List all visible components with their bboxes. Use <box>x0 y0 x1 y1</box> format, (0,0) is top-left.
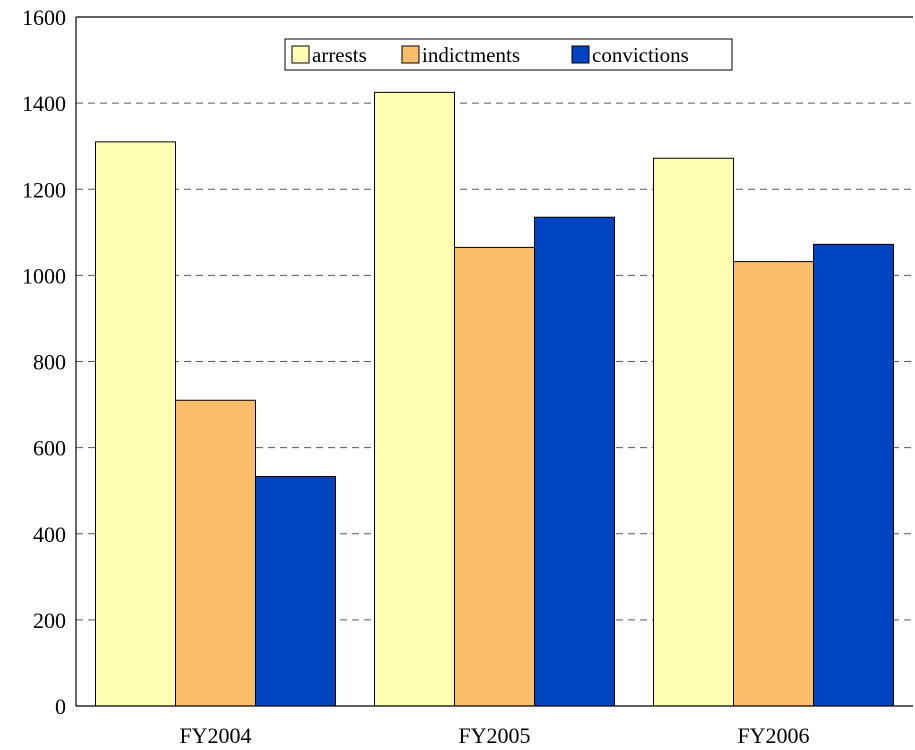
y-tick-labels: 0 200 400 600 800 1000 1200 1400 1600 <box>22 5 66 719</box>
legend-label-convictions: convictions <box>592 43 689 67</box>
x-category-label: FY2004 <box>179 723 251 748</box>
bar-arrests-FY2006 <box>653 157 734 707</box>
axes <box>75 16 913 707</box>
y-tick-label: 1200 <box>22 177 66 202</box>
y-tick-label: 200 <box>33 608 66 633</box>
legend-swatch-indictments <box>401 45 420 64</box>
legend-label-indictments: indictments <box>422 43 520 67</box>
y-tick-label: 1400 <box>22 91 66 116</box>
bar-arrests-FY2004 <box>95 141 176 707</box>
y-tick-label: 600 <box>33 436 66 461</box>
legend-swatch-convictions <box>571 45 590 64</box>
legend-label-arrests: arrests <box>312 43 367 67</box>
legend-swatch-arrests <box>291 45 310 64</box>
bar-convictions-FY2006 <box>813 243 894 707</box>
bar-convictions-FY2004 <box>255 475 336 707</box>
bar-indictments-FY2004 <box>175 399 256 707</box>
y-tick-label: 1000 <box>22 263 66 288</box>
legend: arrests indictments convictions <box>284 38 733 71</box>
x-category-labels: FY2004 FY2005 FY2006 <box>179 723 809 748</box>
bars <box>95 91 894 707</box>
legend-box <box>284 38 733 71</box>
y-tick-label: 0 <box>55 694 66 719</box>
x-category-label: FY2005 <box>458 723 530 748</box>
y-tick-label: 800 <box>33 350 66 375</box>
bar-indictments-FY2005 <box>454 246 535 707</box>
bar-convictions-FY2005 <box>534 216 615 707</box>
y-tick-label: 1600 <box>22 5 66 30</box>
x-category-label: FY2006 <box>737 723 809 748</box>
bar-arrests-FY2005 <box>374 91 455 707</box>
bar-indictments-FY2006 <box>733 261 814 707</box>
y-tick-label: 400 <box>33 522 66 547</box>
